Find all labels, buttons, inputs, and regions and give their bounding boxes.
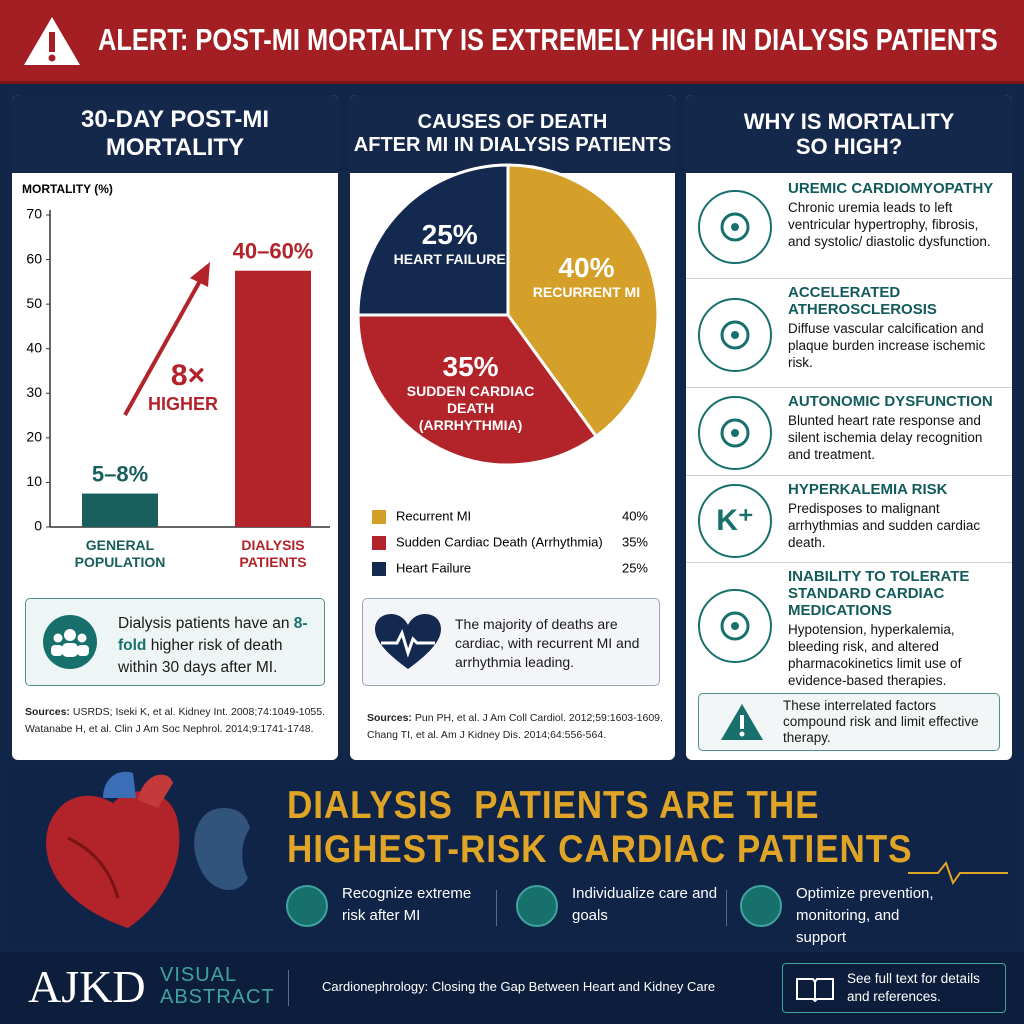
slice-label: 25% Heart Failure xyxy=(385,219,515,268)
action-icon xyxy=(740,885,782,927)
reason-text: HYPERKALEMIA RISK Predisposes to malignan… xyxy=(788,481,1003,551)
sources-label: Sources: xyxy=(367,712,412,724)
reason-text: UREMIC CARDIOMYOPATHY Chronic uremia lead… xyxy=(788,180,1003,250)
logo: AJKD xyxy=(28,961,146,1012)
icon-glyph xyxy=(720,418,750,448)
panel-title: 30-DAY POST-MI MORTALITY xyxy=(12,95,338,173)
slice-name: Recurrent MI xyxy=(532,283,641,300)
x-tick-label: GENERAL POPULATION xyxy=(74,537,166,570)
alert-title: ALERT: POST-MI MORTALITY IS EXTREMELY HI… xyxy=(98,22,998,57)
note-part: Dialysis patients have an xyxy=(118,615,294,632)
alert-banner: ALERT: POST-MI MORTALITY IS EXTREMELY HI… xyxy=(0,0,1024,84)
link-text: See full text for details and references… xyxy=(847,971,980,1004)
action-icon xyxy=(286,885,328,927)
action-text: Individualize care and goals xyxy=(572,885,718,924)
headline-line: HIGHEST-RISK CARDIAC PATIENTS xyxy=(287,828,913,871)
reason-body: Predisposes to malignant arrhythmias and… xyxy=(788,501,981,550)
heart-kidney-illustration xyxy=(46,771,250,928)
reason-body: Blunted heart rate response and silent i… xyxy=(788,413,983,462)
mortality-panel: 30-DAY POST-MI MORTALITY Dialysis patient… xyxy=(12,95,338,760)
tagline: Cardionephrology: Closing the Gap Betwee… xyxy=(322,979,716,994)
note-text: Dialysis patients have an 8-fold higher … xyxy=(118,613,318,679)
note-part: higher risk of death within 30 days afte… xyxy=(118,637,283,676)
reason-body: Chronic uremia leads to left ventricular… xyxy=(788,200,991,249)
reason-title: AUTONOMIC DYSFUNCTION xyxy=(788,393,993,410)
title-line: AFTER MI IN DIALYSIS PATIENTS xyxy=(353,134,672,156)
note-text: The majority of deaths are cardiac, with… xyxy=(455,616,640,670)
title-line: SO HIGH? xyxy=(795,134,903,159)
sources: Sources: USRDS; Iseki K, et al. Kidney I… xyxy=(25,704,335,738)
logo-word: VISUAL xyxy=(160,964,238,986)
slice-name: Heart Failure xyxy=(393,250,506,267)
reasons-panel: WHY IS MORTALITY SO HIGH? UREMIC CARDIOMY… xyxy=(686,95,1012,760)
reason-title: ACCELERATED ATHEROSCLEROSIS xyxy=(788,284,937,318)
reason-body: Diffuse vascular calcification and plaqu… xyxy=(788,321,986,370)
divider xyxy=(288,970,289,1006)
ecg-line xyxy=(908,860,1008,886)
action-icon xyxy=(516,885,558,927)
slice-label: 35% Sudden Cardiac Death (Arrhythmia) xyxy=(406,351,536,434)
source: Chang TI, et al. Am J Kidney Dis. 2014;6… xyxy=(367,729,607,741)
action-text: Recognize extreme risk after MI xyxy=(342,885,472,924)
slice-label: 40% Recurrent MI xyxy=(521,252,651,301)
people-icon xyxy=(43,615,97,669)
source: Pun PH, et al. J Am Coll Cardiol. 2012;5… xyxy=(414,712,663,724)
reason-text: AUTONOMIC DYSFUNCTION Blunted heart rate … xyxy=(788,393,1003,463)
takeaway-banner: DIALYSIS PATIENTS ARE THE HIGHEST-RISK CA… xyxy=(8,768,1016,945)
logo-subtitle: VISUAL ABSTRACT xyxy=(160,964,275,1008)
reason-icon xyxy=(698,396,772,470)
logo-word: ABSTRACT xyxy=(160,986,275,1008)
reason-icon xyxy=(698,589,772,663)
headline: DIALYSIS PATIENTS ARE THE HIGHEST-RISK CA… xyxy=(287,784,912,872)
panel-title: WHY IS MORTALITY SO HIGH? xyxy=(686,95,1012,173)
reason-title: INABILITY TO TOLERATE STANDARD CARDIAC M… xyxy=(788,568,970,619)
source: Watanabe H, et al. Clin J Am Soc Nephrol… xyxy=(25,723,314,735)
source: USRDS; Iseki K, et al. Kidney Int. 2008;… xyxy=(72,706,326,718)
headline-line: DIALYSIS PATIENTS ARE THE xyxy=(287,784,820,827)
slice-value: 35% xyxy=(442,350,499,382)
footer: AJKD VISUAL ABSTRACT Cardionephrology: Cl… xyxy=(0,952,1024,1024)
icon-glyph xyxy=(720,611,750,641)
title-line: 30-DAY POST-MI xyxy=(80,106,270,134)
note-box: These interrelated factors compound risk… xyxy=(698,693,1000,751)
reason-title: HYPERKALEMIA RISK xyxy=(788,481,948,498)
reason-item: K⁺ HYPERKALEMIA RISK Predisposes to malign… xyxy=(686,478,1012,563)
reason-item: UREMIC CARDIOMYOPATHY Chronic uremia lead… xyxy=(686,175,1012,279)
reason-icon xyxy=(698,297,772,372)
warning-icon xyxy=(24,17,80,65)
title-line: CAUSES OF DEATH xyxy=(417,111,608,133)
sources: Sources: Pun PH, et al. J Am Coll Cardio… xyxy=(367,710,672,744)
reason-icon xyxy=(698,190,772,264)
action-divider xyxy=(726,890,727,926)
book-icon xyxy=(796,978,834,1002)
reason-text: ACCELERATED ATHEROSCLEROSIS Diffuse vascu… xyxy=(788,284,1003,371)
action-divider xyxy=(496,890,497,926)
slice-value: 40% xyxy=(558,251,615,283)
note-box: Dialysis patients have an 8-fold higher … xyxy=(25,598,325,686)
icon-glyph xyxy=(720,320,750,349)
action-text: Optimize prevention, monitoring, and sup… xyxy=(796,885,934,945)
icon-glyph xyxy=(720,212,750,242)
reason-body: Hypotension, hyperkalemia, bleeding risk… xyxy=(788,622,962,688)
reason-item: ACCELERATED ATHEROSCLEROSIS Diffuse vascu… xyxy=(686,281,1012,388)
x-tick-label: DIALYSIS PATIENTS xyxy=(239,537,307,570)
full-text-link[interactable]: See full text for details and references… xyxy=(782,963,1006,1013)
reason-item: INABILITY TO TOLERATE STANDARD CARDIAC M… xyxy=(686,565,1012,689)
note-emphasis: 8-fold xyxy=(118,615,308,654)
heart-icon xyxy=(375,614,441,669)
reason-item: AUTONOMIC DYSFUNCTION Blunted heart rate … xyxy=(686,390,1012,476)
reason-text: INABILITY TO TOLERATE STANDARD CARDIAC M… xyxy=(788,568,1003,689)
title-line: WHY IS MORTALITY xyxy=(743,108,955,134)
note-box: The majority of deaths are cardiac, with… xyxy=(362,598,660,686)
title-line: MORTALITY xyxy=(105,134,245,161)
panel-title: CAUSES OF DEATH AFTER MI IN DIALYSIS PATI… xyxy=(350,95,675,173)
reason-title: UREMIC CARDIOMYOPATHY xyxy=(788,180,994,197)
sources-label: Sources: xyxy=(25,706,70,718)
slice-value: 25% xyxy=(421,218,478,250)
note-text: These interrelated factors compound risk… xyxy=(783,698,979,745)
reason-icon: K⁺ xyxy=(698,483,772,558)
slice-name: Sudden Cardiac Death (Arrhythmia) xyxy=(406,382,535,433)
warning-icon xyxy=(721,704,763,740)
